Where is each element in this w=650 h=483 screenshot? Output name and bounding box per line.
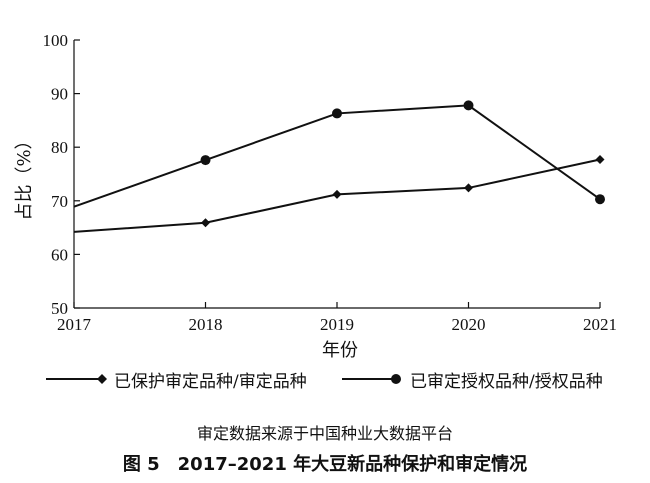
- y-tick-label: 100: [43, 31, 69, 50]
- diamond-line-icon: [46, 374, 107, 384]
- line-chart: 50 60 70 80 90 100 2017 2018 2019 2020 2021 年份 占比…: [14, 31, 617, 361]
- y-axis-title: 占比（%）: [14, 131, 35, 220]
- series-2-point: [463, 100, 474, 111]
- legend: 已保护审定品种/审定品种 已审定授权品种/授权品种: [0, 366, 650, 392]
- y-tick-label: 50: [51, 299, 68, 318]
- series-1-point: [595, 155, 605, 165]
- y-tick-label: 60: [51, 245, 68, 264]
- legend-label-granted: 已审定授权品种/授权品种: [410, 371, 603, 392]
- series-1-point: [201, 218, 210, 228]
- x-axis-title: 年份: [322, 340, 358, 361]
- series-2-point: [332, 108, 342, 119]
- series-1-point: [332, 189, 342, 199]
- figure-caption: 图 5 2017–2021 年大豆新品种保护和审定情况: [122, 454, 528, 475]
- series-2-point: [595, 194, 605, 205]
- legend-label-protected: 已保护审定品种/审定品种: [114, 371, 307, 392]
- x-tick-label: 2018: [189, 315, 223, 334]
- legend-item-granted: 已审定授权品种/授权品种: [338, 366, 603, 392]
- x-tick-label: 2017: [57, 315, 92, 334]
- y-tick-label: 70: [51, 192, 68, 211]
- x-tick-label: 2021: [583, 315, 617, 334]
- series-1-point: [464, 183, 473, 193]
- data-source-note: 审定数据来源于中国种业大数据平台: [196, 424, 453, 443]
- x-tick-label: 2020: [452, 315, 486, 334]
- y-tick-label: 80: [51, 138, 68, 157]
- y-tick-label: 90: [51, 85, 68, 104]
- circle-line-icon: [342, 374, 401, 384]
- legend-item-protected: 已保护审定品种/审定品种: [42, 366, 307, 392]
- series-2-point: [200, 155, 211, 166]
- x-tick-label: 2019: [320, 315, 354, 334]
